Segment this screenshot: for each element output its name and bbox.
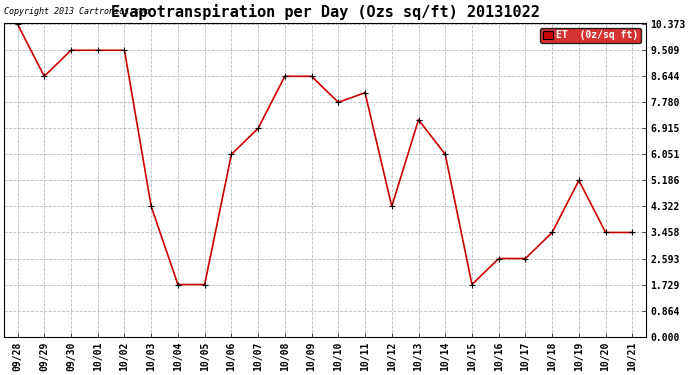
Legend: ET  (0z/sq ft): ET (0z/sq ft): [540, 28, 641, 44]
Text: Copyright 2013 Cartronics.com: Copyright 2013 Cartronics.com: [4, 8, 149, 16]
Title: Evapotranspiration per Day (Ozs sq/ft) 20131022: Evapotranspiration per Day (Ozs sq/ft) 2…: [110, 4, 540, 20]
